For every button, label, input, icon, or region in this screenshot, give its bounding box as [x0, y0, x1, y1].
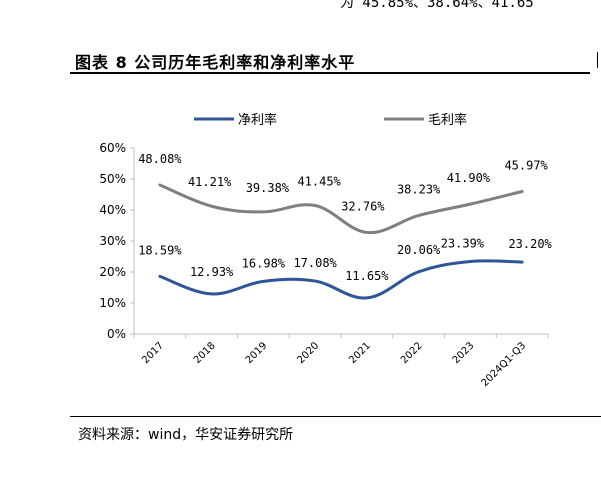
y-tick-label: 0% [107, 327, 126, 341]
net-margin-data-label: 16.98% [242, 256, 286, 270]
gross-margin-data-label: 48.08% [138, 152, 182, 166]
x-tick-label: 2017 [140, 340, 166, 366]
gross-margin-data-label: 41.90% [447, 171, 491, 185]
gross-margin-data-label: 32.76% [341, 199, 385, 213]
gross-margin-line [158, 183, 524, 234]
title-divider [70, 72, 590, 74]
chart-legend: 净利率 毛利率 [194, 112, 467, 128]
net-margin-line [158, 259, 524, 300]
legend-gross-margin-label: 毛利率 [428, 112, 467, 128]
y-tick-label: 60% [99, 141, 126, 155]
y-tick-label: 20% [99, 265, 126, 279]
margin-line-chart: 0% 10% 20% 30% 40% 50% 60% 2017 2018 2019 2020 2021… [99, 112, 552, 389]
net-margin-data-label: 23.39% [441, 236, 485, 250]
x-tick-label: 2022 [399, 340, 425, 366]
source-note: 资料来源：wind，华安证券研究所 [78, 427, 294, 443]
x-tick-label: 2023 [451, 340, 477, 366]
previous-text-fragment: 为 45.85%、38.64%、41.65 [340, 0, 534, 11]
net-margin-data-label: 12.93% [190, 265, 234, 279]
net-margin-data-label: 11.65% [345, 269, 389, 283]
x-tick-label: 2019 [244, 340, 270, 366]
chart-lines [158, 183, 524, 300]
source-divider [70, 416, 601, 417]
chart-data-labels: 18.59% 12.93% 16.98% 17.08% 11.65% 20.06% 23.3… [138, 152, 552, 283]
y-tick-label: 10% [99, 296, 126, 310]
figure-title: 图表 8 公司历年毛利率和净利率水平 [75, 53, 356, 72]
gross-margin-data-label: 39.38% [246, 181, 290, 195]
x-tick-label: 2020 [295, 340, 321, 366]
x-tick-label: 2024Q1-Q3 [480, 340, 529, 389]
net-margin-data-label: 18.59% [138, 243, 182, 257]
x-tick-label: 2021 [347, 340, 373, 366]
gross-margin-data-label: 38.23% [397, 182, 441, 196]
net-margin-data-label: 17.08% [293, 256, 337, 270]
gross-margin-data-label: 45.97% [504, 158, 548, 172]
net-margin-data-label: 23.20% [508, 237, 552, 251]
legend-net-margin-label: 净利率 [238, 112, 277, 128]
gross-margin-data-label: 41.45% [297, 175, 341, 189]
right-edge-marker [597, 52, 598, 68]
gross-margin-data-label: 41.21% [188, 175, 232, 189]
y-tick-label: 40% [99, 203, 126, 217]
y-tick-label: 30% [99, 234, 126, 248]
x-tick-label: 2018 [192, 340, 218, 366]
y-tick-label: 50% [99, 172, 126, 186]
net-margin-data-label: 20.06% [397, 243, 441, 257]
